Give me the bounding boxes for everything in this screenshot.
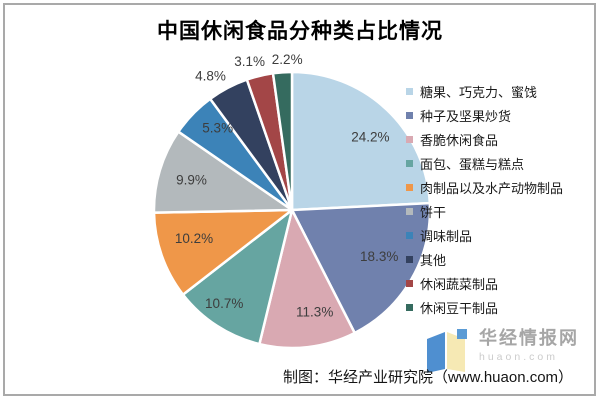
legend: 糖果、巧克力、蜜饯 种子及坚果炒货 香脆休闲食品面包、蛋糕与糕点肉制品以及水产动物制…	[406, 79, 563, 319]
legend-item: 休闲豆干制品	[406, 295, 563, 319]
slice-percent-label: 5.3%	[202, 120, 233, 135]
legend-marker	[406, 111, 413, 119]
legend-label: 糖果、巧克力、蜜饯	[420, 84, 538, 100]
legend-marker	[406, 231, 413, 239]
slice-percent-label: 10.7%	[205, 296, 243, 311]
pie-slice	[271, 70, 294, 212]
legend-label: 面包、蛋糕与糕点	[420, 156, 525, 172]
slice-percent-label: 11.3%	[296, 305, 333, 320]
pie-slice	[152, 130, 294, 214]
legend-item: 糖果、巧克力、蜜饯	[406, 79, 563, 103]
legend-item: 肉制品以及水产动物制品	[406, 175, 563, 199]
legend-label: 调味制品	[420, 228, 473, 244]
legend-item: 调味制品	[406, 223, 563, 247]
watermark-text: 华经情报网 huaon.com	[479, 328, 579, 363]
legend-item: 休闲蔬菜制品	[406, 271, 563, 295]
legend-marker	[406, 87, 413, 95]
pie-slice	[290, 201, 432, 335]
slice-percent-label: 2.2%	[272, 52, 303, 67]
legend-marker	[406, 207, 413, 215]
legend-label: 种子及坚果炒货	[420, 108, 512, 124]
legend-marker	[406, 183, 413, 191]
legend-item: 面包、蛋糕与糕点	[406, 151, 563, 175]
legend-marker	[406, 159, 413, 167]
watermark-site-name: 华经情报网	[479, 328, 579, 348]
pie-slice	[181, 208, 294, 346]
slice-percent-label: 24.2%	[351, 130, 389, 145]
slice-percent-label: 9.9%	[176, 173, 207, 188]
pie-slice	[290, 70, 432, 212]
legend-item: 其他	[406, 247, 563, 271]
pie-slice	[258, 208, 356, 350]
legend-item: 种子及坚果炒货	[406, 103, 563, 127]
legend-marker	[406, 303, 413, 311]
legend-item: 饼干	[406, 199, 563, 223]
legend-marker	[406, 279, 413, 287]
watermark-site-domain: huaon.com	[479, 350, 558, 363]
legend-label: 休闲豆干制品	[420, 300, 499, 316]
legend-label: 其他	[420, 252, 447, 268]
watermark: 华经情报网 huaon.com	[424, 328, 579, 374]
pie-slice	[152, 208, 294, 296]
legend-label: 肉制品以及水产动物制品	[420, 180, 564, 196]
credit-text: 制图：华经产业研究院（www.huaon.com）	[283, 369, 574, 386]
slice-percent-label: 18.3%	[360, 249, 398, 264]
slice-percent-label: 10.2%	[175, 231, 213, 246]
watermark-logo-icon	[427, 329, 467, 373]
chart-title: 中国休闲食品分种类占比情况	[157, 20, 443, 43]
legend-label: 香脆休闲食品	[420, 132, 499, 148]
legend-marker	[406, 255, 413, 263]
slice-percent-label: 4.8%	[195, 69, 226, 84]
legend-label: 饼干	[420, 204, 447, 220]
legend-item: 香脆休闲食品	[406, 127, 563, 151]
legend-label: 休闲蔬菜制品	[420, 276, 499, 292]
slice-percent-label: 3.1%	[234, 54, 265, 69]
legend-marker	[406, 135, 413, 143]
